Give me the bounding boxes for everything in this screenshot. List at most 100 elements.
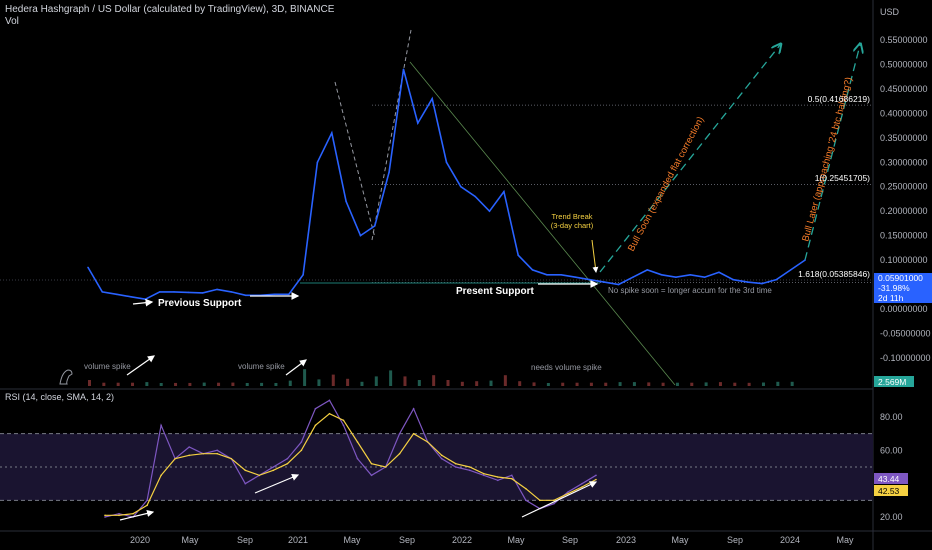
rsi-point (426, 441, 429, 443)
price-point (589, 278, 591, 281)
volume-bar (690, 382, 694, 386)
rsi-point (342, 424, 345, 427)
price-tick-label: 0.40000000 (880, 108, 928, 118)
price-point (560, 273, 563, 276)
volume-bar (546, 383, 550, 386)
price-point (761, 282, 763, 285)
volume-bar (374, 376, 378, 386)
volume-bar (188, 382, 192, 386)
rsi-point (342, 419, 345, 422)
rsi-point (525, 487, 527, 490)
price-point (144, 298, 147, 301)
price-tick-label: 0.10000000 (880, 255, 928, 265)
price-point (732, 278, 735, 281)
rsi-point (525, 499, 527, 502)
time-tick-label: 2021 (288, 535, 308, 545)
price-axis[interactable]: 0.55000000 0.50000000 0.45000000 0.40000000… (880, 35, 931, 363)
rsi-tick-label: 80.00 (880, 412, 903, 422)
rsi-point (468, 469, 471, 472)
volume-bar (88, 380, 91, 386)
rsi-tick-label: 60.00 (880, 445, 903, 455)
rsi-badge (874, 473, 908, 484)
rsi-ma-badge (874, 485, 908, 496)
time-axis[interactable]: 2020 May Sep 2021 May Sep 2022 May Sep 2023 May Sep… (130, 535, 854, 545)
rsi-axis[interactable]: 80.00 60.00 20.00 (880, 412, 903, 522)
price-point (316, 161, 319, 164)
arrow-rsi-1 (119, 509, 155, 521)
price-point (775, 278, 778, 281)
price-point (374, 225, 376, 227)
arrow-trend-break (591, 239, 599, 273)
price-point (531, 269, 534, 271)
chart-title: Hedera Hashgraph / US Dollar (calculated… (5, 4, 335, 15)
price-tick-label: 0.50000000 (880, 59, 928, 69)
rsi-ma-badge-value: 42.53 (878, 486, 900, 496)
rsi-line (104, 399, 597, 518)
rsi-point (300, 441, 303, 443)
bull-soon-arrow (599, 45, 780, 273)
price-badge-value: 0.05901000 (878, 273, 923, 283)
rsi-point (118, 512, 120, 515)
volume-bar (604, 382, 608, 386)
bull-soon-label: Bull Soon (expanded flat correction) (626, 115, 707, 254)
volume-bar (790, 381, 794, 386)
price-point (388, 171, 390, 173)
trend-break-label: Trend Break (552, 212, 593, 221)
volume-bar (202, 382, 206, 386)
price-point (718, 271, 720, 274)
price-point (87, 266, 89, 269)
volume-bar (475, 381, 479, 386)
price-point (488, 210, 491, 212)
volume-bar (174, 382, 178, 386)
rsi-point (412, 407, 415, 410)
volume-bar (618, 382, 622, 386)
rsi-point (146, 504, 148, 507)
tradingview-logo-icon[interactable] (59, 369, 73, 385)
price-point (660, 273, 663, 276)
price-tick-label: -0.05000000 (880, 328, 931, 338)
rsi-point (553, 499, 555, 502)
fib-05-label: 0.5(0.41686219) (808, 94, 871, 104)
price-point (187, 291, 190, 294)
volume-bar (231, 382, 235, 386)
price-tick-label: 0.30000000 (880, 157, 928, 167)
fib-1-label: 1(0.25451705) (815, 173, 870, 183)
volume-bar (518, 381, 522, 386)
rsi-point (581, 482, 583, 485)
rsi-point (328, 412, 331, 415)
price-badge-timer: 2d 11h (878, 293, 904, 303)
rsi-point (482, 474, 485, 477)
rsi-point (356, 441, 359, 443)
volume-bar (489, 380, 493, 386)
fib-1618-label: 1.618(0.05385846) (798, 269, 870, 279)
volume-bars (88, 369, 794, 386)
price-tick-label: 0.20000000 (880, 206, 928, 216)
bull-later-arrow (804, 45, 860, 261)
arrow-volume-spike-1 (126, 355, 155, 376)
volume-bar (632, 382, 636, 386)
rsi-point (567, 491, 569, 493)
downtrend-line (409, 61, 676, 386)
price-point (115, 293, 118, 296)
price-point (216, 288, 218, 291)
volume-spike-label-2: volume spike (238, 362, 285, 371)
rsi-point (497, 476, 499, 478)
rsi-point (104, 514, 106, 517)
previous-support-label: Previous Support (158, 298, 242, 309)
rsi-point (440, 457, 443, 460)
volume-bar (131, 382, 135, 386)
arrow-rsi-2 (254, 473, 300, 494)
rsi-point (412, 432, 415, 435)
volume-badge (874, 376, 914, 387)
time-tick-label: 2024 (780, 535, 800, 545)
rsi-point (216, 449, 219, 452)
time-tick-label: May (181, 535, 199, 545)
volume-spike-label-1: volume spike (84, 362, 131, 371)
volume-bar (217, 382, 221, 386)
rsi-point (146, 499, 148, 502)
price-point (617, 283, 620, 286)
rsi-point (244, 482, 247, 485)
rsi-ma-line (105, 412, 597, 516)
arrow-volume-spike-2 (285, 359, 307, 376)
